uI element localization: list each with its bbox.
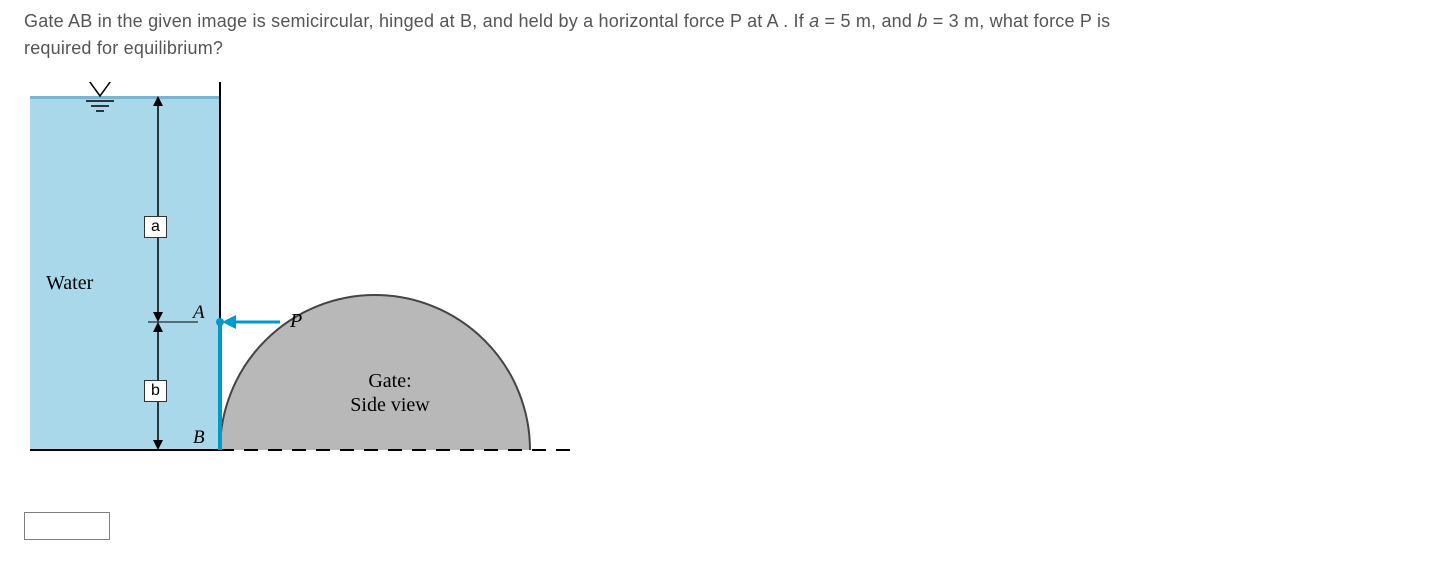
q-var-b: b (917, 11, 927, 31)
q-eq2: = 3 m, what force P is (928, 11, 1111, 31)
point-b-label: B (193, 427, 205, 449)
question-text: Gate AB in the given image is semicircul… (0, 0, 1443, 62)
q-var-a: a (809, 11, 819, 31)
point-a-label: A (193, 302, 205, 324)
q-eq1: = 5 m, and (819, 11, 917, 31)
force-p-label: P (290, 310, 302, 333)
q-part1: Gate AB in the given image is semicircul… (24, 11, 809, 31)
q-line2: required for equilibrium? (24, 38, 223, 58)
water-label: Water (46, 272, 93, 295)
a-dimension-box: a (144, 216, 167, 238)
b-dimension-box: b (144, 380, 167, 402)
gate-label-1: Gate: (340, 370, 440, 393)
gate-label-2: Side view (330, 394, 450, 417)
answer-input-box[interactable] (24, 512, 110, 540)
diagram: Water a b A B P Gate: Side view (30, 82, 590, 502)
diagram-svg (30, 82, 590, 482)
